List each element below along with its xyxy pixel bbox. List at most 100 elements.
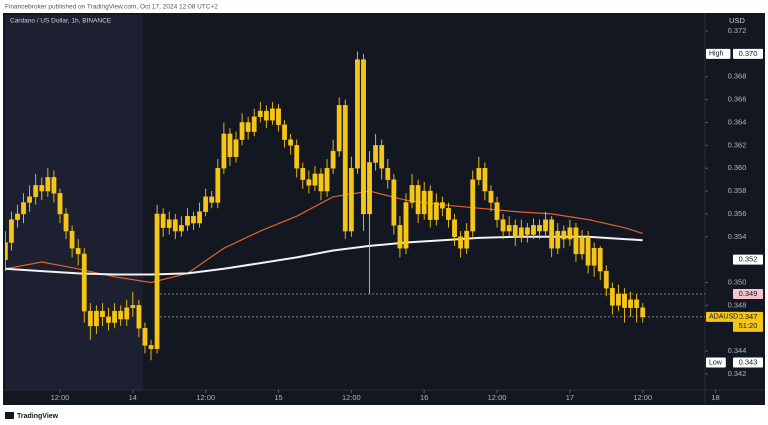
- candle-body: [185, 216, 190, 226]
- price-tag: [733, 254, 763, 265]
- candle-body: [263, 110, 269, 121]
- candle-body: [160, 213, 166, 228]
- price-tag-label: 0.343: [739, 358, 758, 367]
- candle-body: [112, 310, 118, 323]
- price-tag-label: 0.352: [739, 255, 758, 264]
- candle-body: [464, 230, 470, 249]
- candle-body: [361, 59, 366, 215]
- x-tick-label: 14: [129, 393, 137, 402]
- brand: TradingView: [17, 413, 59, 420]
- candle-body: [367, 162, 372, 215]
- candle-body: [245, 122, 251, 132]
- candle-body: [33, 185, 39, 197]
- candle-body: [373, 145, 379, 163]
- y-tick-label: 0.344: [728, 346, 747, 355]
- candle-body: [27, 196, 33, 203]
- candle-body: [75, 248, 81, 255]
- candle-body: [579, 236, 585, 255]
- candle-body: [9, 219, 14, 243]
- candle-body: [524, 227, 530, 235]
- candle-body: [215, 168, 221, 203]
- candle-body: [591, 248, 597, 266]
- candle-body: [573, 227, 579, 255]
- y-tick-label: 0.368: [728, 72, 747, 81]
- price-tag: [733, 311, 763, 332]
- candle-body: [518, 227, 524, 237]
- candle-body: [142, 328, 148, 346]
- candle-body: [136, 305, 142, 329]
- moving-average: [5, 190, 643, 284]
- candle-body: [300, 168, 306, 180]
- candle-body: [470, 179, 476, 232]
- candle-body: [409, 185, 415, 203]
- candle-body: [239, 122, 245, 140]
- x-tick-label: 12:00: [51, 393, 70, 402]
- candle-body: [5, 242, 8, 260]
- candle-body: [512, 225, 518, 237]
- candle-body: [197, 211, 202, 224]
- candle-body: [446, 208, 451, 220]
- y-tick-label: 0.360: [728, 163, 747, 172]
- candle-body: [39, 185, 45, 192]
- candle-body: [597, 248, 603, 272]
- candle-body: [282, 124, 287, 140]
- candle-body: [87, 310, 93, 327]
- candle-body: [312, 173, 318, 186]
- chart-title: Cardano / US Dollar, 1h, BINANCE: [10, 18, 112, 25]
- candle-body: [172, 219, 178, 232]
- candle-body: [567, 227, 573, 240]
- publisher-note: Financebroker published on TradingView.c…: [5, 4, 218, 11]
- candle-body: [494, 202, 500, 220]
- candle-body: [57, 193, 63, 215]
- candle-body: [209, 196, 215, 203]
- price-tag-label: 0.370: [739, 49, 758, 58]
- candle-body: [227, 133, 233, 157]
- price-tag: [733, 48, 763, 59]
- price-tag-label: 0.349: [739, 289, 758, 298]
- candle-body: [348, 168, 354, 232]
- candle-body: [616, 293, 621, 306]
- y-tick-label: 0.354: [728, 232, 747, 241]
- price-tag-countdown: 51:20: [739, 321, 758, 330]
- x-tick-label: 16: [420, 393, 428, 402]
- candle-body: [561, 230, 567, 240]
- candle-body: [439, 202, 445, 209]
- candle-body: [257, 110, 263, 117]
- candle-body: [342, 105, 348, 232]
- candle-body: [336, 105, 342, 152]
- candle-body: [288, 139, 294, 146]
- plot-area: [5, 51, 705, 361]
- y-tick-label: 0.372: [728, 26, 747, 35]
- price-tag: [733, 357, 763, 368]
- candle-body: [21, 202, 26, 215]
- x-tick-label: 15: [274, 393, 282, 402]
- candle-body: [15, 213, 20, 220]
- candle-body: [555, 230, 561, 249]
- price-tag-label: 0.347: [739, 312, 758, 321]
- y-tick-label: 0.350: [728, 278, 747, 287]
- price-tag-name: Low: [709, 359, 723, 366]
- candle-body: [397, 225, 403, 249]
- candle-body: [482, 168, 488, 192]
- candle-body: [318, 173, 324, 192]
- y-tick-label: 0.348: [728, 300, 747, 309]
- x-tick-label: 17: [566, 393, 574, 402]
- tv-logo: [5, 412, 14, 419]
- candle-body: [124, 307, 130, 320]
- candle-body: [270, 108, 275, 121]
- candle-body: [355, 59, 360, 169]
- candle-body: [415, 185, 421, 215]
- x-tick-label: 12:00: [633, 393, 652, 402]
- candle-body: [500, 219, 506, 232]
- candle-body: [476, 168, 482, 180]
- candle-body: [106, 316, 111, 323]
- candle-body: [427, 190, 433, 220]
- candle-body: [306, 179, 312, 186]
- candle-body: [69, 230, 75, 249]
- candle-body: [221, 133, 227, 169]
- candle-body: [458, 236, 464, 249]
- candle-body: [531, 225, 536, 235]
- price-tag-name-box: [706, 48, 731, 59]
